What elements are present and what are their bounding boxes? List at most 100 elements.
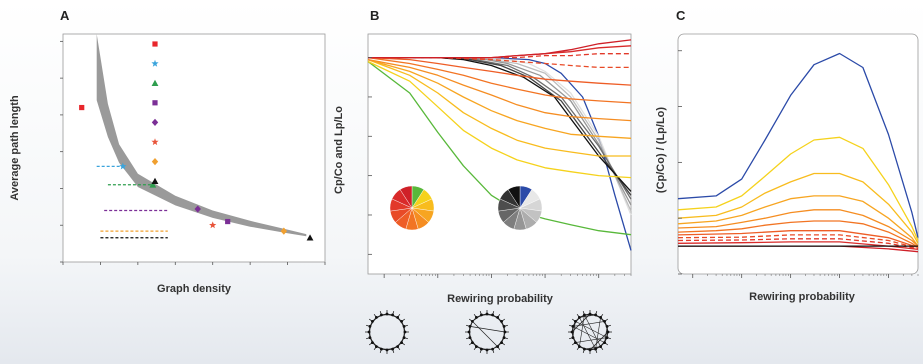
network-edge xyxy=(472,321,498,347)
network-node xyxy=(368,336,372,339)
network-node xyxy=(375,345,378,348)
data-point xyxy=(225,218,231,225)
band-group xyxy=(96,34,307,237)
x-tick-group-c xyxy=(692,274,919,278)
path-length-curve xyxy=(368,39,632,59)
legend-marker xyxy=(152,41,158,47)
legend-marker xyxy=(151,177,159,184)
network-node xyxy=(480,347,483,351)
network-node xyxy=(502,336,506,339)
network-node xyxy=(385,312,389,316)
ratio-curve xyxy=(677,238,919,250)
network-node xyxy=(578,316,581,319)
y-tick-group-b xyxy=(368,57,372,255)
marker-group xyxy=(79,104,314,241)
network-edge xyxy=(584,314,601,347)
network-node xyxy=(403,330,407,334)
random-network-icon xyxy=(568,310,612,354)
ratio-curve xyxy=(677,52,919,238)
network-edge xyxy=(572,326,605,343)
pie-slice xyxy=(399,185,413,209)
network-node xyxy=(391,313,394,317)
legend-marker xyxy=(152,100,158,106)
network-node xyxy=(606,330,610,334)
network-node xyxy=(402,336,406,339)
plot-frame-a xyxy=(62,33,326,263)
y-axis-label-a: Average path length xyxy=(9,95,21,201)
path-length-curve xyxy=(367,58,632,139)
network-node xyxy=(475,345,478,348)
legend-marker xyxy=(151,158,159,166)
network-node xyxy=(570,330,574,334)
network-node xyxy=(605,325,609,328)
pie-slice xyxy=(507,185,521,209)
network-node xyxy=(583,347,586,351)
line-group-c xyxy=(677,52,919,253)
network-node xyxy=(503,330,507,334)
network-node xyxy=(603,341,606,344)
density-band xyxy=(96,34,307,237)
network-node xyxy=(471,320,474,323)
x-tick-group-b xyxy=(383,274,632,278)
path-length-curve xyxy=(367,56,632,86)
network-edge xyxy=(575,337,608,343)
x-axis-label-b: Rewiring probability xyxy=(447,293,554,305)
panel-b: B Rewiring probability Cp/Co and Lp/Lo xyxy=(333,8,632,305)
ratio-curve xyxy=(677,136,919,241)
network-node xyxy=(468,336,472,339)
path-length-curve xyxy=(368,56,631,69)
network-node xyxy=(603,320,606,323)
small-world-network-icon xyxy=(465,310,509,354)
network-node xyxy=(480,313,483,317)
network-node xyxy=(400,320,403,323)
network-node xyxy=(599,316,602,319)
network-node xyxy=(583,313,586,317)
ratio-curve xyxy=(677,220,919,249)
network-node xyxy=(396,345,399,348)
dash-group xyxy=(96,165,168,239)
network-node xyxy=(588,348,592,352)
network-node xyxy=(380,347,383,351)
data-point xyxy=(306,234,314,241)
data-point xyxy=(79,104,85,111)
network-node xyxy=(571,325,575,328)
network-node xyxy=(571,336,575,339)
network-diagrams xyxy=(365,310,612,354)
network-node xyxy=(391,347,394,351)
path-length-curve xyxy=(367,56,632,104)
plot-frame-b xyxy=(367,33,632,275)
network-node xyxy=(605,336,609,339)
ratio-curve xyxy=(677,234,919,249)
network-node xyxy=(500,341,503,344)
network-node xyxy=(496,316,499,319)
ratio-curve xyxy=(677,209,919,247)
panel-c: C Rewiring probability (Cp/Co) / (Lp/Lo) xyxy=(655,8,919,303)
network-edge xyxy=(579,317,596,350)
panel-label-c: C xyxy=(676,8,686,23)
data-point xyxy=(149,181,157,188)
data-point xyxy=(194,205,201,213)
regular-network-icon xyxy=(365,310,409,354)
network-node xyxy=(496,345,499,348)
network-node xyxy=(468,325,472,328)
network-node xyxy=(367,330,371,334)
ratio-curve xyxy=(677,172,919,244)
line-group-b xyxy=(367,39,632,251)
pie-group xyxy=(389,185,543,231)
legend-marker xyxy=(151,138,159,146)
network-node xyxy=(396,316,399,319)
network-node xyxy=(594,347,597,351)
network-node xyxy=(467,330,471,334)
network-node xyxy=(485,348,489,352)
network-node xyxy=(578,345,581,348)
x-axis-label-c: Rewiring probability xyxy=(749,291,856,303)
path-length-curve xyxy=(367,58,631,157)
legend-marker xyxy=(151,59,159,67)
data-point xyxy=(280,227,288,235)
network-node xyxy=(371,320,374,323)
network-node xyxy=(385,348,389,352)
network-node xyxy=(368,325,372,328)
network-node xyxy=(599,345,602,348)
y-tick-group xyxy=(60,40,63,263)
